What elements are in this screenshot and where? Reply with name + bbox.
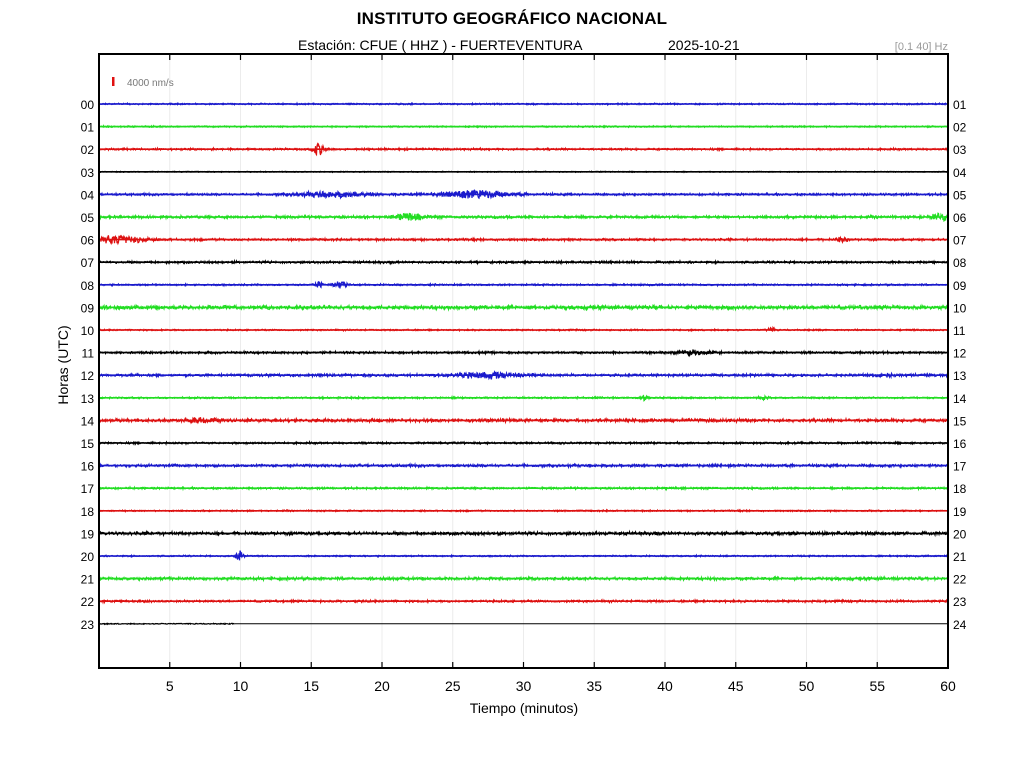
- hour-label-right: 22: [953, 573, 967, 587]
- date-label: 2025-10-21: [668, 37, 740, 53]
- hour-label-right: 09: [953, 279, 967, 293]
- hour-label-left: 02: [81, 143, 95, 157]
- station-label: Estación: CFUE ( HHZ ) - FUERTEVENTURA: [298, 37, 583, 53]
- hour-label-left: 13: [81, 392, 95, 406]
- x-tick-label: 50: [799, 678, 815, 694]
- hour-label-right: 02: [953, 121, 967, 135]
- hour-label-right: 04: [953, 166, 967, 180]
- hour-label-right: 14: [953, 392, 967, 406]
- x-tick-label: 45: [728, 678, 744, 694]
- x-tick-label: 60: [940, 678, 956, 694]
- x-tick-label: 40: [657, 678, 673, 694]
- hour-label-right: 16: [953, 437, 967, 451]
- hour-label-right: 06: [953, 211, 967, 225]
- hour-labels: 00 01 01 02 02 03 03 04 04 05 05 06 06 07 07 08 08 09 09 10…: [81, 98, 967, 632]
- hour-label-right: 24: [953, 618, 967, 632]
- hour-label-right: 11: [953, 324, 966, 338]
- hour-label-left: 17: [81, 482, 95, 496]
- hour-label-left: 01: [81, 121, 95, 135]
- x-tick-label: 55: [869, 678, 885, 694]
- hour-label-right: 19: [953, 505, 967, 519]
- scale-bar-mark: [112, 77, 115, 86]
- hour-label-right: 08: [953, 256, 967, 270]
- filter-band-label: [0.1 40] Hz: [894, 41, 948, 53]
- x-tick-label: 30: [516, 678, 532, 694]
- x-tick-label: 25: [445, 678, 461, 694]
- x-tick-label: 5: [166, 678, 174, 694]
- x-tick-label: 15: [303, 678, 319, 694]
- x-tick-label: 35: [586, 678, 602, 694]
- hour-label-left: 07: [81, 256, 95, 270]
- hour-label-left: 06: [81, 234, 95, 248]
- hour-label-right: 21: [953, 550, 967, 564]
- hour-label-right: 18: [953, 482, 967, 496]
- hour-label-left: 00: [81, 98, 95, 112]
- hour-label-left: 18: [81, 505, 95, 519]
- hour-label-left: 04: [81, 188, 95, 202]
- trace-23: [98, 622, 235, 626]
- grid-lines: [169, 54, 878, 668]
- hour-label-right: 05: [953, 188, 967, 202]
- hour-label-left: 15: [81, 437, 95, 451]
- trace-group: [98, 101, 950, 626]
- hour-label-left: 22: [81, 595, 95, 609]
- x-tick-label: 10: [233, 678, 249, 694]
- hour-label-right: 01: [953, 98, 967, 112]
- x-axis-label: Tiempo (minutos): [469, 700, 579, 716]
- scale-bar-label: 4000 nm/s: [127, 78, 174, 89]
- hour-label-left: 21: [81, 573, 95, 587]
- hour-label-left: 20: [81, 550, 95, 564]
- hour-label-left: 14: [81, 414, 95, 428]
- hour-label-right: 07: [953, 234, 967, 248]
- hour-label-right: 10: [953, 301, 967, 315]
- hour-label-right: 20: [953, 527, 967, 541]
- hour-label-left: 05: [81, 211, 95, 225]
- hour-label-left: 19: [81, 527, 95, 541]
- hour-label-right: 13: [953, 369, 967, 383]
- page-title: INSTITUTO GEOGRÁFICO NACIONAL: [356, 9, 668, 28]
- hour-label-left: 03: [81, 166, 95, 180]
- hour-label-right: 03: [953, 143, 967, 157]
- x-axis-ticks: 5 10 15 20 25 30 35 40 45 50 55 60: [166, 54, 956, 694]
- hour-label-right: 17: [953, 460, 967, 474]
- hour-label-right: 23: [953, 595, 967, 609]
- hour-label-left: 11: [82, 347, 95, 361]
- hour-label-left: 23: [81, 618, 95, 632]
- hour-label-left: 09: [81, 301, 95, 315]
- hour-label-left: 08: [81, 279, 95, 293]
- amplitude-scale-bar: 4000 nm/s: [112, 77, 174, 89]
- hour-label-right: 12: [953, 347, 967, 361]
- hour-label-left: 12: [81, 369, 95, 383]
- x-tick-label: 20: [374, 678, 390, 694]
- hour-label-left: 10: [81, 324, 95, 338]
- hour-label-right: 15: [953, 414, 967, 428]
- hour-label-left: 16: [81, 460, 95, 474]
